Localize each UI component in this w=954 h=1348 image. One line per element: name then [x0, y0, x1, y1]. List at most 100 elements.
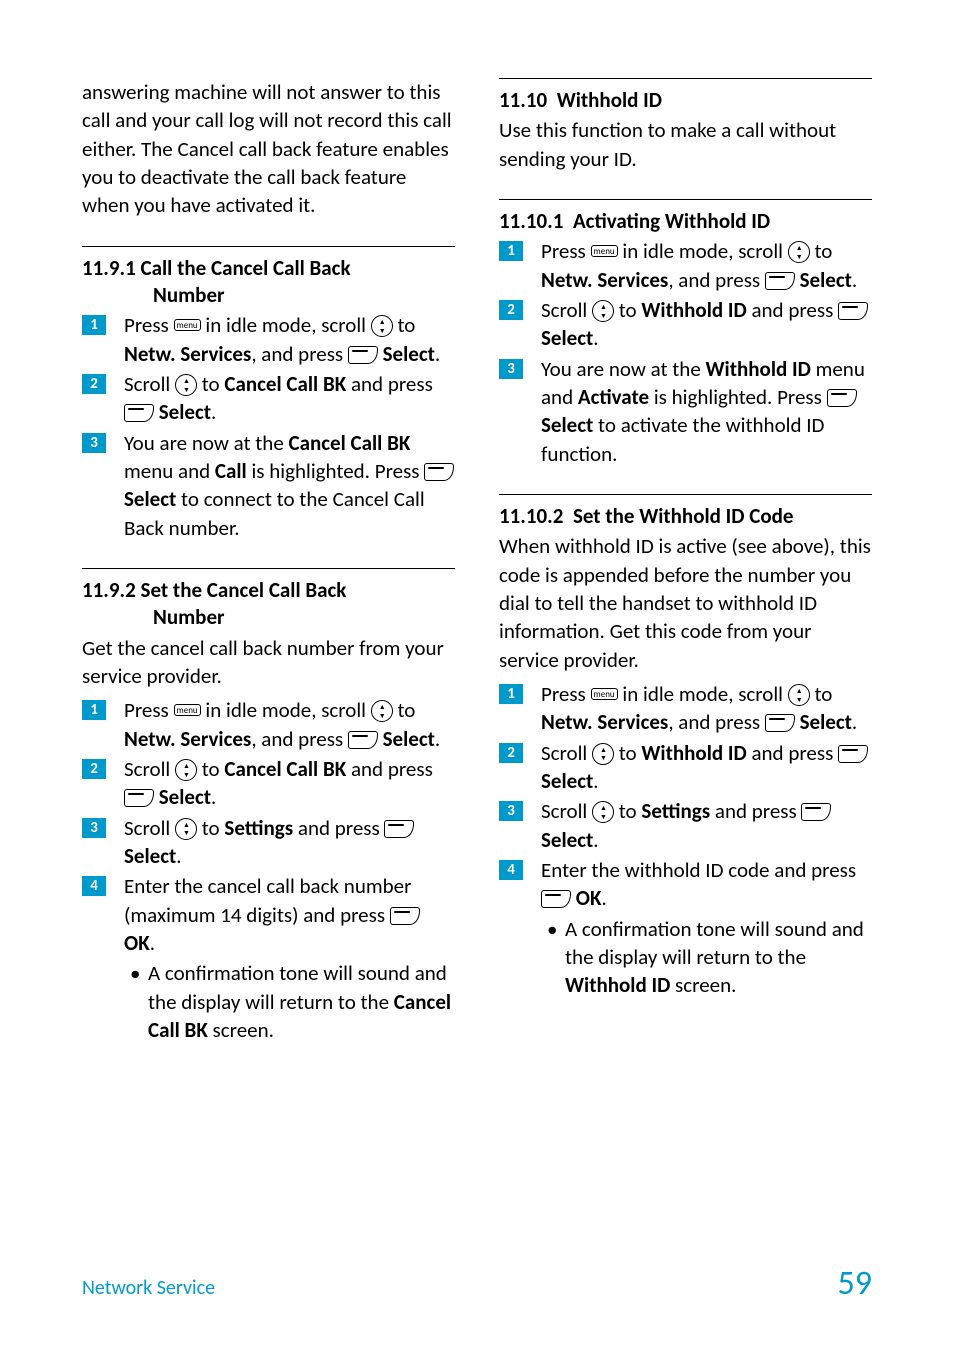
bold-term: Netw. Services [541, 709, 668, 735]
softkey-icon [124, 404, 154, 422]
step-text: in idle mode, scroll [201, 312, 371, 338]
bold-term: Cancel Call BK [224, 756, 346, 782]
scroll-icon [592, 743, 614, 765]
heading-11-9-2: 11.9.2 Set the Cancel Call Back Number [82, 577, 455, 632]
step-text: to [197, 756, 224, 782]
step-badge: 2 [82, 759, 106, 779]
step-badge: 2 [499, 743, 523, 763]
left-column: answering machine will not answer to thi… [82, 78, 455, 1046]
step-badge: 2 [82, 374, 106, 394]
step-2: 2 Scroll to Cancel Call BK and press Sel… [82, 755, 455, 812]
sub-bullet: A confirmation tone will sound and the d… [124, 959, 455, 1044]
step-text: , and press [668, 267, 765, 293]
softkey-icon [348, 731, 378, 749]
step-badge: 1 [499, 241, 523, 261]
step-text: . [852, 267, 857, 293]
softkey-icon [801, 803, 831, 821]
step-text: in idle mode, scroll [618, 681, 788, 707]
step-text: and press [293, 815, 384, 841]
step-badge: 3 [499, 801, 523, 821]
step-text: to [614, 297, 641, 323]
softkey-icon [838, 302, 868, 320]
step-badge: 1 [82, 315, 106, 335]
step-1: 1 Press menu in idle mode, scroll to Net… [82, 696, 455, 753]
bold-term: Select [800, 267, 852, 293]
bold-term: OK [576, 885, 602, 911]
intro-paragraph: When withhold ID is active (see above), … [499, 532, 872, 674]
step-text: . [601, 885, 606, 911]
step-text: in idle mode, scroll [201, 697, 371, 723]
step-badge: 3 [82, 433, 106, 453]
softkey-icon [124, 789, 154, 807]
scroll-icon [175, 374, 197, 396]
step-text: Press [541, 681, 591, 707]
softkey-icon [348, 346, 378, 364]
bold-term: Settings [224, 815, 293, 841]
heading-line2: Number [153, 282, 455, 309]
step-text: . [593, 325, 598, 351]
step-text: to [810, 681, 833, 707]
scroll-icon [371, 315, 393, 337]
bold-term: Select [159, 784, 211, 810]
sub-text: screen. [670, 972, 736, 998]
step-text: . [176, 843, 181, 869]
step-text: Scroll [541, 297, 592, 323]
step-text: to [197, 815, 224, 841]
step-badge: 1 [499, 684, 523, 704]
step-1: 1 Press menu in idle mode, scroll to Net… [499, 680, 872, 737]
heading-number: 11.9.1 Call the Cancel Call Back [82, 255, 351, 281]
step-text: . [211, 399, 216, 425]
right-column: 11.10 Withhold ID Use this function to m… [499, 78, 872, 1046]
step-4: 4 Enter the withhold ID code and press O… [499, 856, 872, 1000]
step-3: 3 Scroll to Settings and press Select. [499, 797, 872, 854]
step-3: 3 Scroll to Settings and press Select. [82, 814, 455, 871]
bold-term: Select [541, 827, 593, 853]
sub-text: screen. [208, 1017, 274, 1043]
scroll-icon [371, 700, 393, 722]
scroll-icon [592, 801, 614, 823]
scroll-icon [788, 684, 810, 706]
step-4: 4 Enter the cancel call back number (max… [82, 872, 455, 1044]
heading-number: 11.10.1 [499, 208, 563, 234]
bold-term: Withhold ID [565, 972, 670, 998]
step-badge: 2 [499, 300, 523, 320]
step-text: . [150, 930, 155, 956]
step-text: menu and [124, 458, 215, 484]
step-3: 3 You are now at the Withhold ID menu an… [499, 355, 872, 468]
menu-icon: menu [174, 704, 201, 716]
step-text: Press [124, 312, 174, 338]
step-text: You are now at the [124, 430, 289, 456]
heading-11-9-1: 11.9.1 Call the Cancel Call Back Number [82, 255, 455, 310]
bold-term: Cancel Call BK [289, 430, 411, 456]
bold-term: OK [124, 930, 150, 956]
sub-bullet-list: A confirmation tone will sound and the d… [124, 959, 455, 1044]
step-text: Scroll [541, 798, 592, 824]
bold-term: Netw. Services [541, 267, 668, 293]
steps-11-10-2: 1 Press menu in idle mode, scroll to Net… [499, 680, 872, 1000]
step-text: . [593, 768, 598, 794]
bold-term: Select [541, 325, 593, 351]
step-text: to [393, 312, 416, 338]
step-1: 1 Press menu in idle mode, scroll to Net… [499, 237, 872, 294]
step-text: and press [747, 297, 838, 323]
bold-term: Select [124, 843, 176, 869]
step-text: to [810, 238, 833, 264]
step-badge: 3 [82, 818, 106, 838]
steps-11-10-1: 1 Press menu in idle mode, scroll to Net… [499, 237, 872, 468]
heading-11-10-2: 11.10.2 Set the Withhold ID Code [499, 503, 872, 530]
step-badge: 1 [82, 700, 106, 720]
step-text: Scroll [541, 740, 592, 766]
step-text: to [614, 740, 641, 766]
bold-term: Select [800, 709, 852, 735]
step-badge: 4 [82, 876, 106, 896]
softkey-icon [765, 714, 795, 732]
bold-term: Call [215, 458, 247, 484]
bold-term: Netw. Services [124, 341, 251, 367]
step-2: 2 Scroll to Withhold ID and press Select… [499, 739, 872, 796]
page-content: answering machine will not answer to thi… [0, 0, 954, 1096]
intro-paragraph: Use this function to make a call without… [499, 116, 872, 173]
step-text: . [593, 827, 598, 853]
softkey-icon [424, 463, 454, 481]
heading-title: Set the Withhold ID Code [573, 503, 794, 529]
step-text: Scroll [124, 815, 175, 841]
